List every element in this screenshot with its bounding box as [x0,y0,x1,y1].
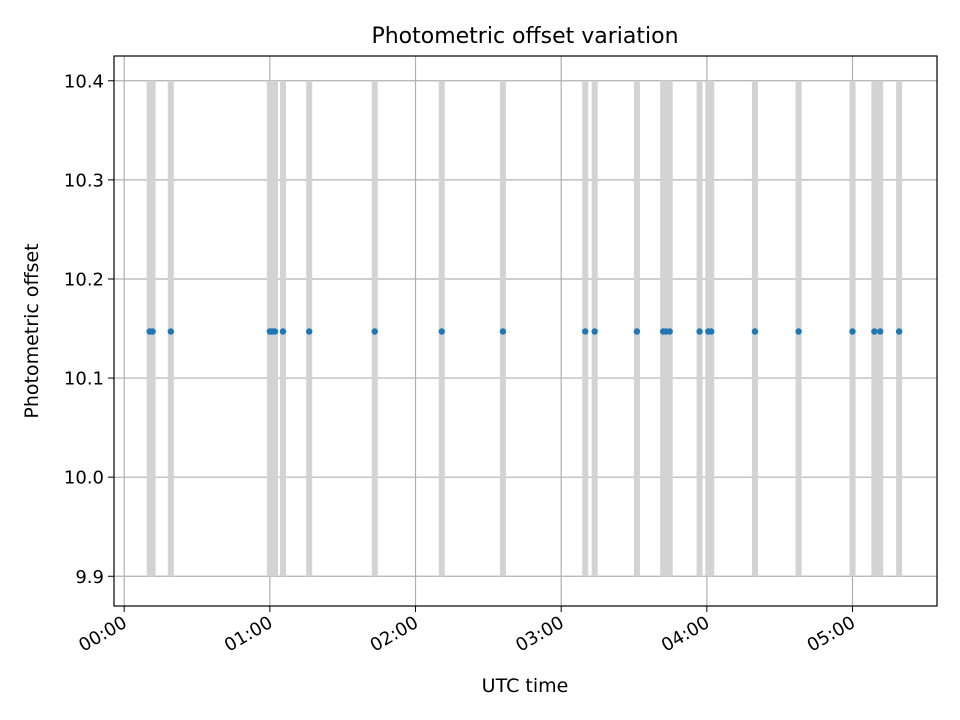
y-tick-label: 10.0 [64,468,104,489]
x-tick-label: 01:00 [221,612,276,656]
data-point [895,328,903,335]
x-tick-label: 04:00 [658,612,713,656]
data-point [371,328,378,335]
data-point [795,328,802,335]
y-tick-label: 9.9 [75,567,104,588]
data-point [591,328,598,335]
data-point [849,328,856,335]
y-tick-label: 10.2 [64,269,104,290]
axes-frame [113,55,938,607]
data-point [871,328,878,335]
chart-title: Photometric offset variation [371,24,678,49]
data-point [876,328,884,335]
y-tick-label: 10.3 [64,170,104,191]
observation-spans [146,80,903,577]
y-axis-label: Photometric offset [21,243,43,418]
data-point [438,328,445,335]
data-point [696,328,703,335]
y-tick-label: 10.1 [64,369,104,390]
data-point [751,328,759,335]
x-tick-label: 00:00 [75,612,130,656]
data-point [666,328,673,335]
data-point [582,328,589,335]
data-point [271,328,279,335]
grid [114,56,937,606]
data-point [708,328,715,335]
x-axis-label: UTC time [482,675,569,697]
x-tick-label: 05:00 [804,612,859,656]
data-point [633,328,641,335]
ticks: 00:00 01:00 02:00 03:00 04:00 05:00 9.9 10.0 10.… [64,71,859,656]
data-point [499,328,507,335]
y-tick-label: 10.4 [64,71,104,92]
data-points [146,328,903,335]
x-tick-label: 02:00 [367,612,422,656]
data-point [279,328,287,335]
data-point [149,328,156,335]
x-tick-label: 03:00 [512,612,567,656]
data-point [167,328,175,335]
data-point [305,328,313,335]
